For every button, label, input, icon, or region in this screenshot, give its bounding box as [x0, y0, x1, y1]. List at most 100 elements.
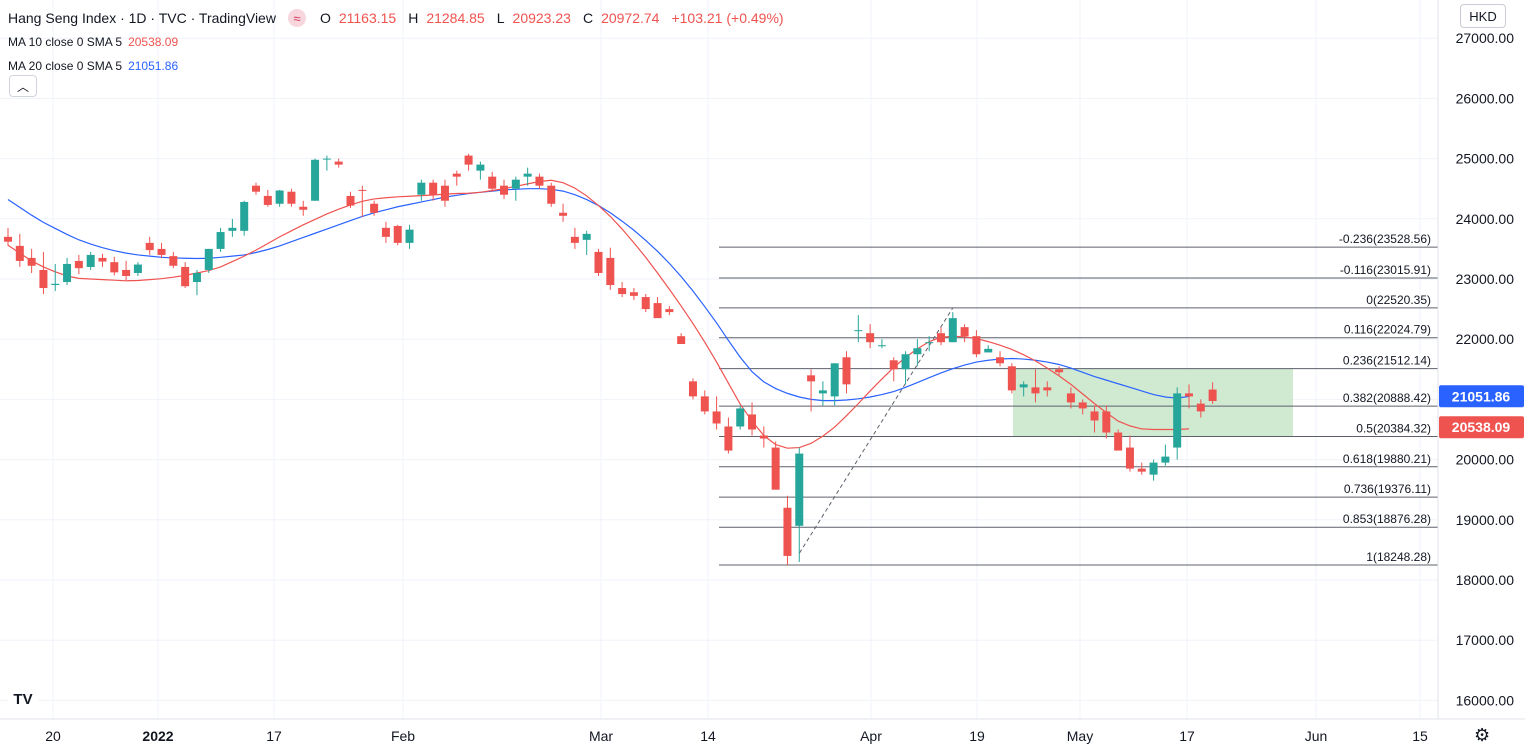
price-tick-label: 19000.00 [1456, 512, 1515, 528]
time-tick-label: Jun [1305, 728, 1328, 744]
ma10-label: MA 10 close 0 SMA 5 [8, 35, 123, 49]
candle-body [27, 257, 36, 266]
candle-body [523, 173, 532, 177]
fib-trend-line[interactable] [799, 307, 954, 554]
candle-body [984, 348, 993, 353]
candle-body [925, 342, 934, 344]
grid-lines [0, 0, 1438, 719]
symbol-title[interactable]: Hang Seng Index · 1D · TVC · TradingView [8, 10, 276, 26]
candle-body [157, 248, 166, 255]
tradingview-logo[interactable]: TV [8, 684, 38, 714]
fib-level-label: 0.5(20384.32) [1356, 421, 1431, 435]
legend-title-row: Hang Seng Index · 1D · TVC · TradingView… [8, 6, 790, 30]
currency-selector[interactable]: HKD [1460, 4, 1506, 28]
candle-body [783, 507, 792, 556]
candle-body [547, 185, 556, 204]
price-axis-bg [1438, 0, 1525, 756]
candle-body [807, 375, 816, 382]
candle-body [500, 185, 509, 195]
fib-level-label: 0.853(18876.28) [1343, 512, 1431, 526]
candle-body [866, 333, 875, 343]
candle-body [429, 182, 438, 195]
open-label: O [319, 10, 331, 26]
candle-body [724, 426, 733, 451]
candle-body [63, 263, 72, 283]
candle-body [1137, 468, 1146, 472]
candle-body [122, 269, 131, 276]
candle-body [712, 411, 721, 424]
candle-body [1007, 366, 1016, 391]
candle-body [1114, 432, 1123, 451]
fib-level-label: 1(18248.28) [1366, 550, 1431, 564]
candle-body [1078, 402, 1087, 409]
gear-icon[interactable]: ⚙ [1474, 725, 1491, 745]
candle-body [1031, 387, 1040, 394]
time-tick-label: 15 [1412, 728, 1428, 744]
high-label: H [408, 10, 419, 26]
candle-body [960, 327, 969, 337]
time-axis-bg [0, 719, 1525, 756]
fib-level-label: 0.736(19376.11) [1344, 482, 1431, 496]
candle-body [877, 345, 886, 347]
time-tick-label: 14 [700, 728, 716, 744]
price-tick-label: 24000.00 [1456, 211, 1515, 227]
candle-body [996, 357, 1005, 364]
fib-level-label: 0.382(20888.42) [1343, 391, 1431, 405]
candle-body [110, 262, 119, 273]
candle-body [181, 266, 190, 287]
price-tick-label: 23000.00 [1456, 271, 1515, 287]
candle-body [748, 414, 757, 430]
ma10-value: 20538.09 [128, 35, 179, 49]
change-value: +103.21 (+0.49%) [671, 10, 784, 26]
price-label-tag [1439, 416, 1524, 439]
wave-approx-icon[interactable]: ≈ [287, 9, 306, 27]
time-tick-label: Apr [860, 728, 882, 744]
chevron-up-icon: ︿ [16, 79, 29, 94]
candle-body [688, 381, 697, 397]
candle-body [287, 191, 296, 204]
candle-body [346, 195, 355, 206]
ma20-legend-row[interactable]: MA 20 close 0 SMA 5 21051.86 [8, 54, 790, 78]
candle-body [252, 185, 261, 192]
price-tick-label: 16000.00 [1456, 692, 1515, 708]
candle-body [818, 390, 827, 394]
candle-body [464, 155, 473, 165]
price-label-text: 21051.86 [1452, 388, 1511, 404]
candle-body [1196, 403, 1205, 412]
candle-body [936, 333, 945, 343]
ma10-legend-row[interactable]: MA 10 close 0 SMA 5 20538.09 [8, 30, 790, 54]
ma20-value: 21051.86 [128, 59, 179, 73]
fib-level-label: 0.116(22024.79) [1344, 323, 1431, 337]
candle-body [145, 242, 154, 251]
candle-body [228, 227, 237, 231]
candle-body [133, 264, 142, 273]
fib-level-label: 0(22520.35) [1366, 293, 1431, 307]
fib-level-label: 0.618(19880.21) [1343, 452, 1431, 466]
candle-body [311, 159, 320, 201]
time-tick-label: Feb [391, 728, 415, 744]
candle-body [913, 348, 922, 355]
candle-body [393, 226, 402, 243]
time-tick-label: May [1067, 728, 1093, 744]
candle-body [570, 236, 579, 243]
candle-body [1173, 393, 1182, 448]
candle-body [830, 363, 839, 397]
time-tick-label: 2022 [142, 728, 173, 744]
fib-retracement[interactable]: -0.236(23528.56) -0.116(23015.91) 0(22520.… [719, 232, 1438, 566]
candle-body [1019, 384, 1028, 388]
target-zone-rect[interactable] [1013, 368, 1293, 437]
candle-body [582, 233, 591, 240]
price-label-text: 20538.09 [1452, 419, 1511, 435]
candle-body [440, 185, 449, 201]
time-tick-label: 19 [969, 728, 985, 744]
legend-collapse-button[interactable]: ︿ [9, 75, 37, 97]
candle-body [511, 179, 520, 189]
candle-body [240, 201, 249, 231]
candle-body [86, 254, 95, 267]
candle-body [1185, 393, 1193, 397]
price-tick-label: 26000.00 [1456, 90, 1515, 106]
candle-body [677, 336, 686, 345]
candle-body [1066, 393, 1075, 403]
candle-body [322, 158, 331, 160]
